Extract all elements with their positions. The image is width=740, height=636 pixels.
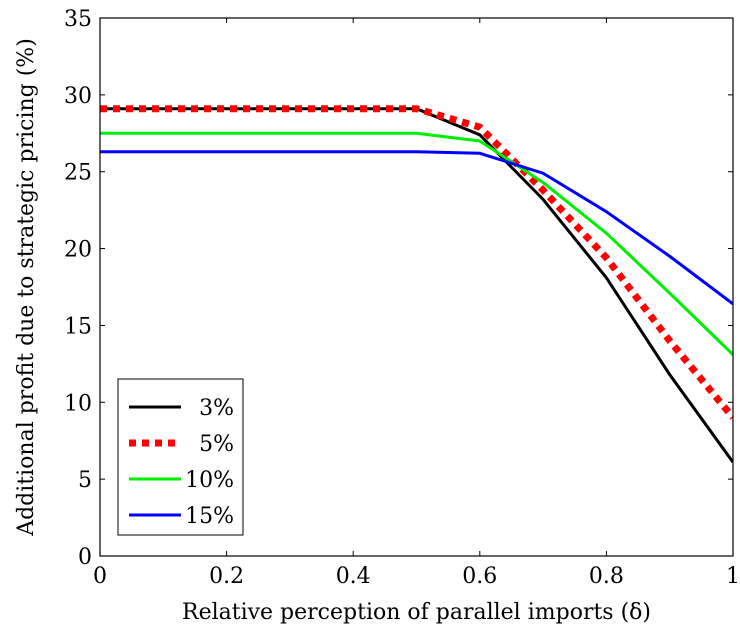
legend-label: 5% — [199, 432, 234, 457]
y-tick-label: 35 — [64, 7, 92, 32]
x-tick-label: 0 — [93, 564, 107, 589]
x-tick-label: 0.4 — [336, 564, 371, 589]
y-tick-label: 30 — [64, 84, 92, 109]
y-tick-label: 25 — [64, 161, 92, 186]
x-tick-label: 0.6 — [462, 564, 497, 589]
y-tick-label: 20 — [64, 238, 92, 263]
y-axis-label: Additional profit due to strategic prici… — [14, 38, 39, 537]
x-tick-label: 1 — [726, 564, 740, 589]
legend-label: 3% — [199, 396, 234, 421]
x-tick-label: 0.8 — [589, 564, 624, 589]
x-tick-label: 0.2 — [209, 564, 244, 589]
x-axis-label: Relative perception of parallel imports … — [182, 600, 651, 625]
legend-label: 15% — [185, 504, 234, 529]
y-tick-label: 10 — [64, 391, 92, 416]
series-line-15pct — [100, 152, 733, 304]
legend: 3% 5% 10% 15% — [118, 379, 243, 535]
legend-label: 10% — [185, 468, 234, 493]
series-line-10pct — [100, 133, 733, 354]
y-tick-label: 0 — [78, 545, 92, 570]
y-tick-label: 15 — [64, 314, 92, 339]
y-tick-label: 5 — [78, 468, 92, 493]
